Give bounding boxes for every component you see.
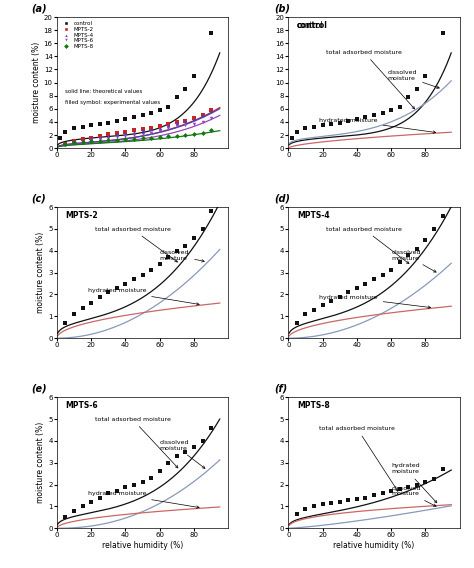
Text: dissolved
moisture: dissolved moisture (160, 440, 205, 469)
Text: total adsorbed moisture: total adsorbed moisture (319, 426, 398, 491)
Text: control: control (297, 21, 324, 30)
Text: dissolved
moisture: dissolved moisture (391, 486, 436, 506)
Y-axis label: moisture content (%): moisture content (%) (32, 42, 41, 123)
Text: dissolved
moisture: dissolved moisture (388, 70, 439, 89)
Text: hydrated moisture: hydrated moisture (319, 118, 436, 133)
Text: MPTS-6: MPTS-6 (65, 401, 98, 410)
Text: total adsorbed moisture: total adsorbed moisture (95, 417, 178, 468)
Y-axis label: moisture content (%): moisture content (%) (36, 232, 46, 314)
Text: total adsorbed moisture: total adsorbed moisture (326, 50, 415, 109)
Text: MPTS-4: MPTS-4 (297, 211, 329, 220)
Text: (c): (c) (31, 194, 46, 204)
Text: MPTS-8: MPTS-8 (297, 401, 329, 410)
Text: dissolved
moisture: dissolved moisture (160, 250, 204, 262)
Legend: control, MPTS-2, MPTS-4, MPTS-6, MPTS-8: control, MPTS-2, MPTS-4, MPTS-6, MPTS-8 (60, 20, 95, 51)
X-axis label: relative humidity (%): relative humidity (%) (333, 541, 415, 550)
Text: control: control (297, 21, 328, 30)
Text: hydrated moisture: hydrated moisture (88, 491, 199, 508)
Text: hydrated
moisture: hydrated moisture (391, 463, 437, 503)
Y-axis label: moisture content (%): moisture content (%) (36, 422, 46, 503)
Text: hydrated moisture: hydrated moisture (88, 289, 199, 305)
Text: (b): (b) (274, 4, 291, 14)
Text: (a): (a) (31, 4, 47, 14)
Text: filled symbol: experimental values: filled symbol: experimental values (65, 99, 161, 105)
Text: (d): (d) (274, 194, 291, 204)
X-axis label: relative humidity (%): relative humidity (%) (102, 541, 183, 550)
Text: (e): (e) (31, 384, 47, 394)
Text: MPTS-2: MPTS-2 (65, 211, 98, 220)
Text: hydrated moisture: hydrated moisture (319, 295, 430, 308)
Text: total adsorbed moisture: total adsorbed moisture (95, 227, 177, 262)
Text: (f): (f) (274, 384, 288, 394)
Text: dissolved
moisture: dissolved moisture (391, 250, 436, 272)
Text: solid line: theoretical values: solid line: theoretical values (65, 89, 143, 94)
Text: total adsorbed moisture: total adsorbed moisture (326, 227, 409, 264)
